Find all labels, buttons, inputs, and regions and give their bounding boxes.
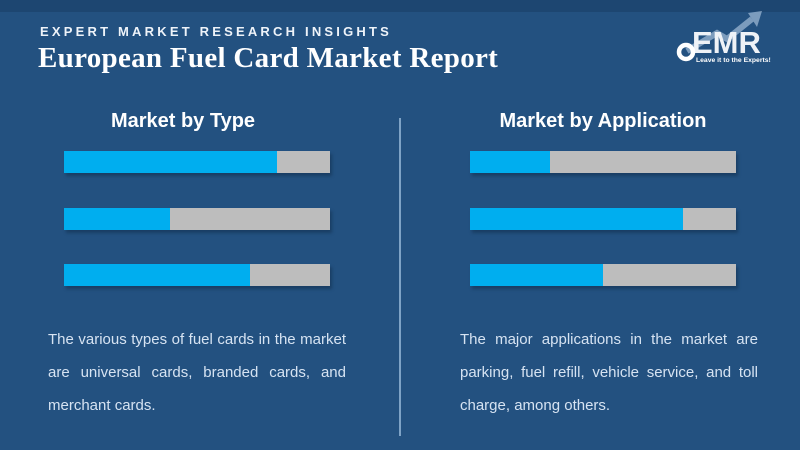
logo-text: EMR [692,25,761,60]
logo-tagline: Leave it to the Experts! [696,57,771,64]
bar-track [64,151,330,173]
bar-track [64,264,330,286]
panel-title-market-by-type: Market by Type [110,110,256,132]
top-accent-strip [0,0,800,12]
bar-track [470,151,736,173]
panel-title-market-by-application: Market by Application [499,110,707,132]
emr-logo: EMR Leave it to the Experts! [676,11,771,64]
bar-fill [64,264,251,286]
bar-fill [470,208,683,230]
panel-description-application: The major applications in the market are… [460,331,758,414]
panel-description-type: The various types of fuel cards in the m… [48,331,346,414]
bar-track [470,208,736,230]
bar-track [470,264,736,286]
growth-arrow-icon [685,11,762,54]
bar-track [64,208,330,230]
bar-fill [470,264,603,286]
bar-fill [64,151,277,173]
brand-eyebrow: EXPERT MARKET RESEARCH INSIGHTS [40,24,393,39]
logo-ring-icon [676,42,696,62]
bar-fill [64,208,171,230]
panel-divider [399,118,401,436]
page-title: European Fuel Card Market Report [38,42,499,74]
bar-fill [470,151,550,173]
